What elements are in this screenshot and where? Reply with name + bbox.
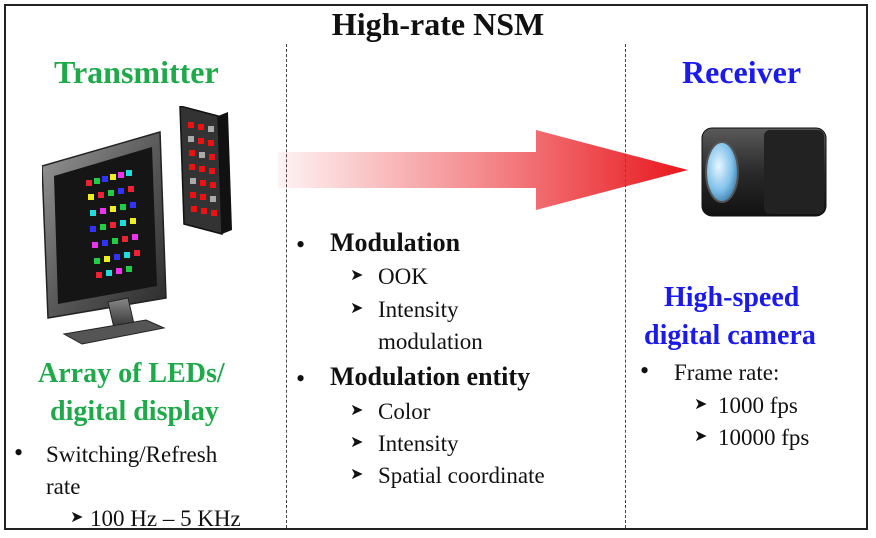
entity-item-color: Color [378,399,431,424]
entity-item-spatial: Spatial coordinate [378,463,545,488]
arrowhead-bullet-icon: ➤ [694,428,708,445]
receiver-heading: Receiver [682,54,802,90]
transmitter-device-line2: digital display [50,396,219,427]
camera-illustration [701,127,827,217]
transmission-arrow [278,130,688,210]
arrowhead-bullet-icon: ➤ [694,396,708,413]
arrowhead-bullet-icon: ➤ [350,434,364,451]
transmitter-heading: Transmitter [54,54,219,90]
receiver-bullet: Frame rate: [674,360,780,385]
transmitter-bullet-line2: rate [46,474,81,499]
receiver-device-line1: High-speed [664,282,800,313]
arrowhead-bullet-icon: ➤ [350,267,364,284]
transmitter-device-line1: Array of LEDs/ [38,358,225,389]
receiver-sub-item-10000: 10000 fps [718,425,810,450]
modulation-item-ook: OOK [378,264,428,289]
arrowhead-bullet-icon: ➤ [350,402,364,419]
bullet-dot-icon: • [296,230,306,259]
bullet-dot-icon: • [296,364,306,393]
transmitter-bullet-line1: Switching/Refresh [46,442,218,467]
modulation-heading: Modulation [330,228,461,257]
divider-right [625,44,626,528]
receiver-device-line2: digital camera [644,320,816,351]
arrowhead-bullet-icon: ➤ [350,300,364,317]
figure-frame [4,4,868,530]
divider-left [286,44,287,528]
bullet-dot-icon: • [640,356,650,385]
modulation-item-intensity: Intensity [378,297,459,322]
bullet-dot-icon: • [14,438,24,467]
arrowhead-bullet-icon: ➤ [70,509,84,526]
monitor-led-array-illustration [42,106,232,345]
receiver-sub-item-1000: 1000 fps [718,393,798,418]
modulation-item-intensity-cont: modulation [378,329,483,354]
entity-item-intensity: Intensity [378,431,459,456]
arrowhead-bullet-icon: ➤ [350,466,364,483]
modulation-entity-heading: Modulation entity [330,362,531,391]
transmitter-sub-item: 100 Hz – 5 KHz [90,506,241,531]
figure-title: High-rate NSM [331,6,545,42]
